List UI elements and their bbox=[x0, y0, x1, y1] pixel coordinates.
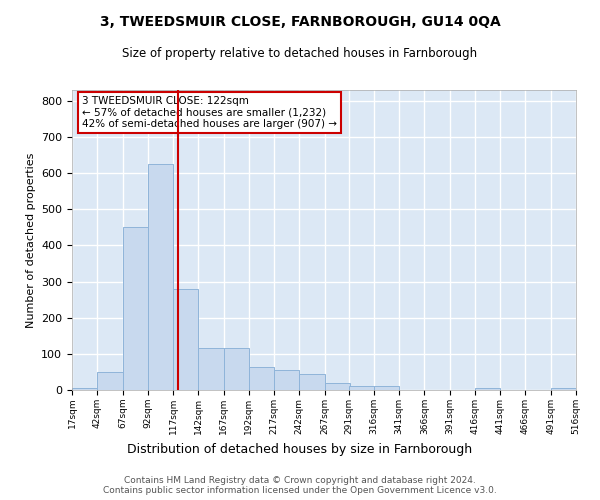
Bar bbox=[475, 388, 500, 390]
Bar bbox=[97, 372, 122, 390]
Bar bbox=[198, 348, 224, 390]
Bar bbox=[249, 366, 274, 390]
Bar bbox=[349, 386, 374, 390]
Bar bbox=[173, 289, 198, 390]
Text: Contains HM Land Registry data © Crown copyright and database right 2024.
Contai: Contains HM Land Registry data © Crown c… bbox=[103, 476, 497, 495]
Text: 3 TWEEDSMUIR CLOSE: 122sqm
← 57% of detached houses are smaller (1,232)
42% of s: 3 TWEEDSMUIR CLOSE: 122sqm ← 57% of deta… bbox=[82, 96, 337, 129]
Bar bbox=[122, 228, 148, 390]
Bar bbox=[72, 388, 97, 390]
Text: Distribution of detached houses by size in Farnborough: Distribution of detached houses by size … bbox=[127, 442, 473, 456]
Bar bbox=[224, 348, 249, 390]
Text: Size of property relative to detached houses in Farnborough: Size of property relative to detached ho… bbox=[122, 48, 478, 60]
Bar bbox=[274, 370, 299, 390]
Bar bbox=[325, 383, 350, 390]
Bar bbox=[299, 374, 325, 390]
Bar bbox=[148, 164, 173, 390]
Text: 3, TWEEDSMUIR CLOSE, FARNBOROUGH, GU14 0QA: 3, TWEEDSMUIR CLOSE, FARNBOROUGH, GU14 0… bbox=[100, 15, 500, 29]
Bar bbox=[551, 388, 576, 390]
Bar bbox=[374, 386, 399, 390]
Y-axis label: Number of detached properties: Number of detached properties bbox=[26, 152, 35, 328]
